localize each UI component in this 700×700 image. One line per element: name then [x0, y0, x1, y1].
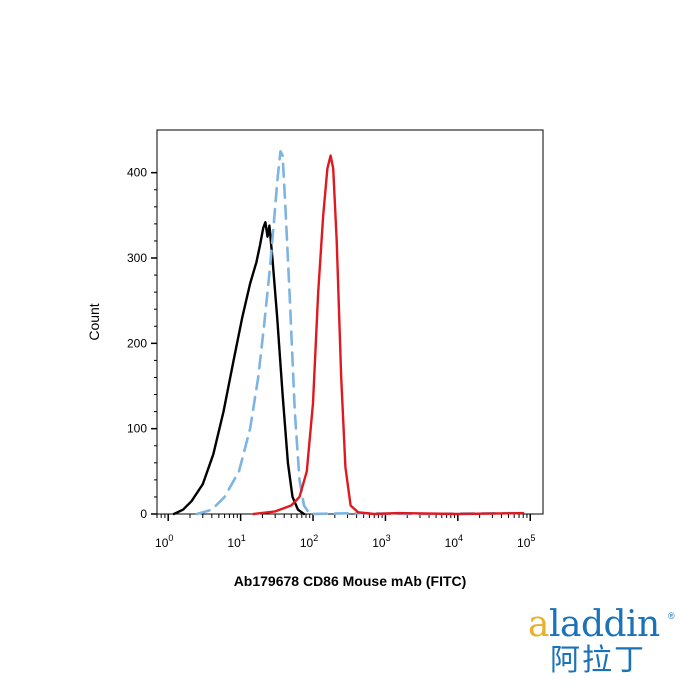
- x-tick-label: 105: [517, 533, 535, 550]
- histogram-blue-dashed-line: [195, 150, 525, 516]
- y-axis: 0 100 200 300 400: [127, 166, 157, 521]
- histogram-red-line: [252, 154, 525, 516]
- y-tick-label: 300: [127, 251, 147, 265]
- x-tick-label: 103: [372, 533, 390, 550]
- y-tick-label: 200: [127, 336, 147, 350]
- x-tick-label: 101: [227, 533, 245, 550]
- y-tick-label: 0: [140, 507, 147, 521]
- logo-registered-mark: ®: [668, 611, 675, 621]
- x-tick-label: 102: [300, 533, 318, 550]
- aladdin-logo: aladdin ® 阿拉丁: [528, 605, 678, 685]
- x-axis-title: Ab179678 CD86 Mouse mAb (FITC): [234, 573, 467, 589]
- histogram-black-line: [172, 221, 306, 516]
- x-tick-label: 104: [445, 533, 463, 550]
- logo-wordmark: aladdin: [528, 604, 660, 645]
- plot-frame: [156, 129, 544, 515]
- x-tick-label: 100: [155, 533, 173, 550]
- series-layer: [172, 150, 525, 516]
- x-axis: 100 101 102 103 104 105: [155, 514, 535, 550]
- y-tick-label: 400: [127, 166, 147, 180]
- y-tick-label: 100: [127, 422, 147, 436]
- logo-chinese-name: 阿拉丁: [550, 643, 646, 678]
- y-axis-title: Count: [86, 303, 102, 340]
